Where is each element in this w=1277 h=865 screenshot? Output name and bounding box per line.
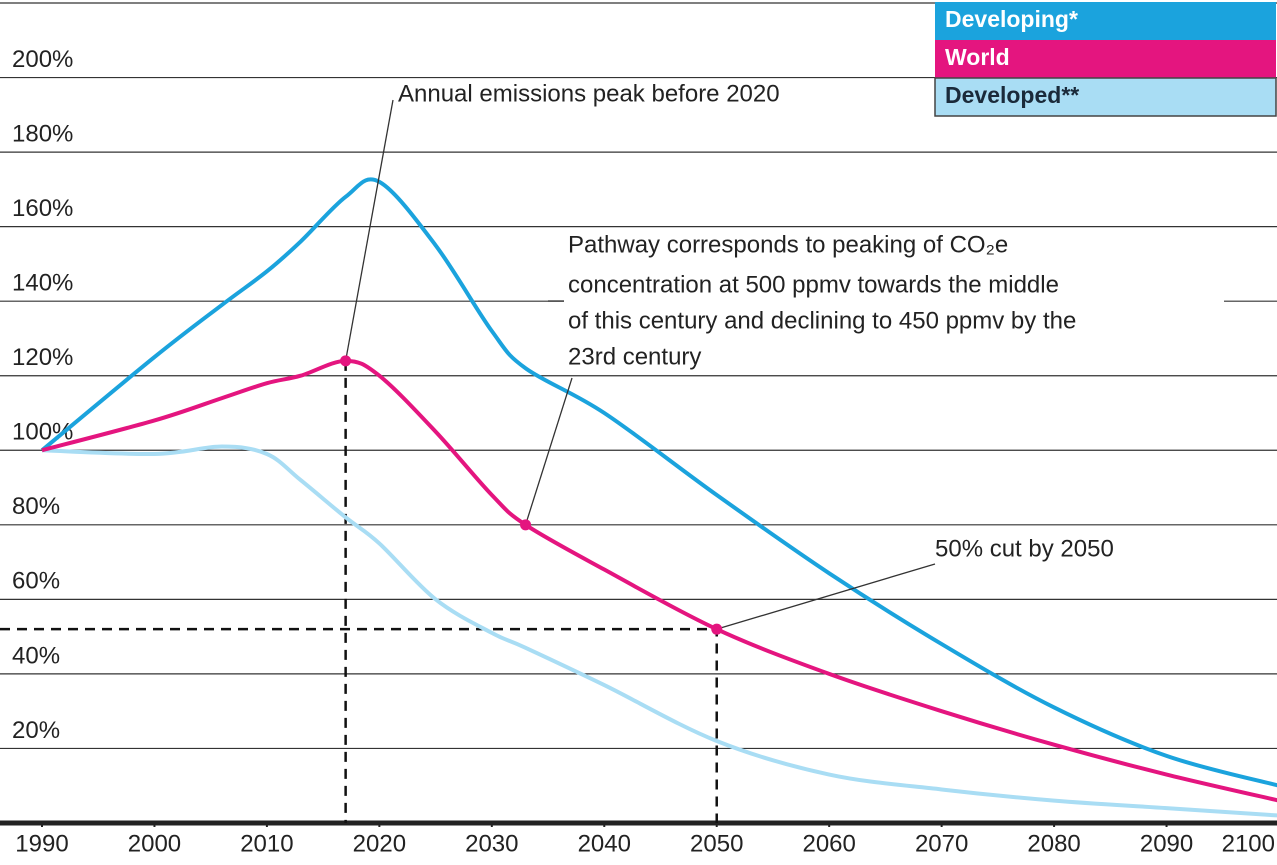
y-tick-label: 140% (12, 270, 73, 297)
x-tick-label: 2010 (240, 830, 293, 857)
legend-swatch (934, 77, 1277, 117)
legend: Developing* World Developed** (934, 2, 1277, 117)
guide-dashed (0, 627, 718, 823)
x-tick-label: 2050 (690, 830, 743, 857)
annotation: of this century and declining to 450 ppm… (568, 307, 1076, 334)
legend-label: Developed** (945, 82, 1079, 108)
x-tick-label: 2030 (465, 830, 518, 857)
point-marker (340, 355, 352, 367)
series-line (41, 358, 1277, 803)
x-tick-label: 2040 (578, 830, 631, 857)
annotation: 23rd century (568, 343, 701, 370)
legend-label: World (945, 44, 1010, 70)
x-tick-label: 2000 (128, 830, 181, 857)
y-tick-label: 40% (12, 642, 60, 669)
y-tick-label: 180% (12, 120, 73, 147)
x-tick-label: 2070 (915, 830, 968, 857)
series-line (40, 177, 1277, 788)
x-tick-label: 1990 (15, 830, 68, 857)
annotation-bg (932, 534, 1172, 564)
annotation-bg (396, 80, 908, 110)
annotation: Pathway corresponds to peaking of CO₂e (568, 231, 1008, 258)
annotation: concentration at 500 ppmv towards the mi… (568, 271, 1059, 298)
y-tick-label: 20% (12, 717, 60, 744)
x-tick-label: 2100 (1222, 830, 1275, 857)
annotation-bg (564, 230, 1224, 374)
leader (524, 377, 573, 526)
legend-swatch (935, 40, 1276, 78)
y-tick-label: 120% (12, 344, 73, 371)
x-tick-label: 2080 (1027, 830, 1080, 857)
x-tick-label: 2060 (802, 830, 855, 857)
y-tick-label: 200% (12, 46, 73, 73)
legend-swatch (935, 2, 1276, 40)
y-tick-label: 60% (12, 568, 60, 595)
annotation: 50% cut by 2050 (935, 535, 1114, 562)
series-line (41, 444, 1277, 818)
leader (344, 99, 394, 361)
point-marker (711, 623, 723, 635)
x-tick-label: 2090 (1140, 830, 1193, 857)
y-tick-label: 80% (12, 493, 60, 520)
legend-label: Developing* (945, 6, 1078, 32)
y-tick-label: 160% (12, 195, 73, 222)
leader (716, 563, 936, 630)
x-tick-label: 2020 (353, 830, 406, 857)
annotation: Annual emissions peak before 2020 (398, 80, 780, 107)
point-marker (520, 519, 532, 531)
